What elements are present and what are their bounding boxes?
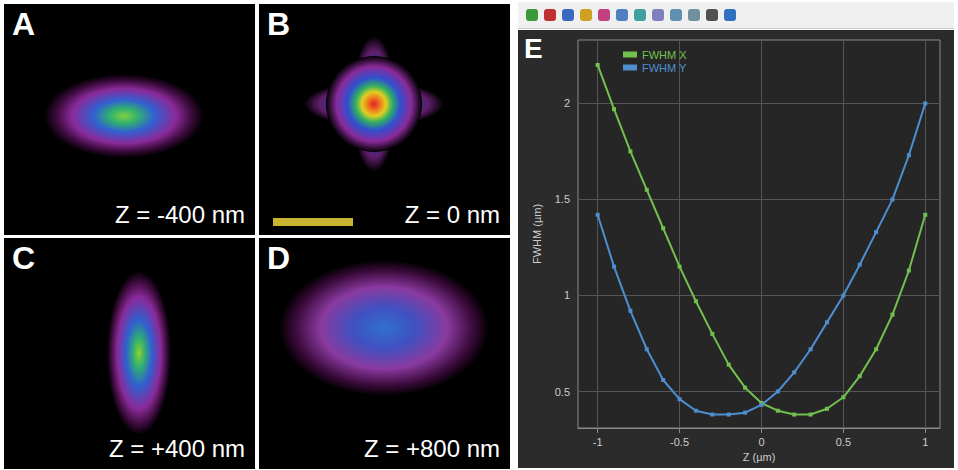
svg-text:1: 1	[564, 289, 570, 301]
html-text:C: C	[12, 240, 36, 276]
svg-text:0.5: 0.5	[836, 436, 851, 448]
html-text:A: A	[12, 6, 36, 42]
svg-text:Z (µm): Z (µm)	[743, 451, 776, 463]
svg-text:1.5: 1.5	[555, 193, 570, 205]
svg-text:FWHM X: FWHM X	[642, 49, 687, 61]
svg-text:-1: -1	[593, 436, 603, 448]
html-text:Z = +400 nm: Z = +400 nm	[108, 435, 245, 462]
html-text:D: D	[267, 240, 291, 276]
html-text:Z = -400 nm: Z = -400 nm	[114, 201, 245, 228]
svg-text:0.5: 0.5	[555, 386, 570, 398]
svg-text:0: 0	[758, 436, 764, 448]
svg-text:2: 2	[564, 97, 570, 109]
svg-text:FWHM Y: FWHM Y	[642, 62, 687, 74]
svg-text:E: E	[524, 33, 543, 64]
html-text:Z = +800 nm: Z = +800 nm	[363, 435, 500, 462]
svg-text:1: 1	[922, 436, 928, 448]
svg-text:-0.5: -0.5	[670, 436, 689, 448]
html-text:B: B	[267, 6, 291, 42]
svg-text:FWHM (µm): FWHM (µm)	[531, 204, 543, 264]
html-text:Z = 0 nm: Z = 0 nm	[404, 201, 500, 228]
